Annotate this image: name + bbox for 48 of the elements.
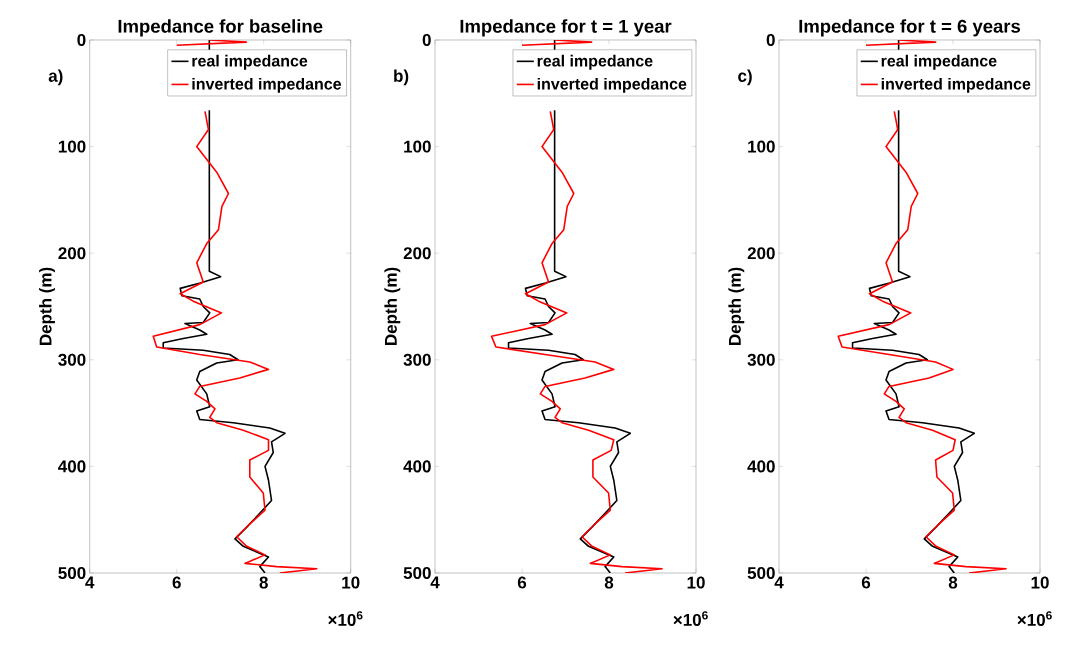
legend-label: real impedance <box>881 54 997 70</box>
text: ×10$^{6}$ <box>328 611 363 626</box>
text: ×10$^{6}$ <box>673 611 708 626</box>
y-tick-label: 200 <box>58 247 86 260</box>
x-tick-label: 8 <box>604 576 614 589</box>
legend-label: inverted impedance <box>881 77 1031 93</box>
x-tick-label: 6 <box>517 576 527 589</box>
x-tick-label: 6 <box>861 576 871 589</box>
y-tick-label: 500 <box>403 566 431 580</box>
y-tick-label: 0 <box>422 33 431 47</box>
chart-title: Impedance for baseline <box>118 19 323 37</box>
text: b) <box>394 69 409 86</box>
y-tick-label: 0 <box>766 33 775 47</box>
y-tick-label: 100 <box>58 140 86 153</box>
x-tick-label: 10 <box>687 576 705 589</box>
legend-label: real impedance <box>192 54 308 70</box>
y-axis-title: Depth (m) <box>384 267 401 346</box>
chart-title: Impedance for t = 6 years <box>799 19 1021 37</box>
y-tick-label: 300 <box>403 353 431 366</box>
x-tick-label: 8 <box>259 576 268 589</box>
y-tick-label: 100 <box>404 140 431 153</box>
y-tick-label: 0 <box>77 33 86 47</box>
y-tick-label: 500 <box>58 566 86 580</box>
x-tick-label: 8 <box>948 576 958 589</box>
text: c) <box>738 69 752 86</box>
x-tick-label: 10 <box>1031 576 1049 589</box>
y-tick-label: 500 <box>747 566 775 580</box>
y-tick-label: 300 <box>747 353 775 366</box>
x-tick-label: 4 <box>774 576 784 589</box>
text: a) <box>48 69 63 86</box>
x-tick-label: 4 <box>430 576 440 589</box>
y-tick-label: 400 <box>403 460 431 473</box>
y-axis-title: Depth (m) <box>728 267 745 346</box>
y-tick-label: 200 <box>403 247 431 260</box>
y-tick-label: 200 <box>747 247 775 260</box>
y-tick-label: 400 <box>747 460 775 473</box>
chart-title: Impedance for t = 1 year <box>460 19 672 37</box>
y-tick-label: 100 <box>748 140 775 153</box>
x-tick-label: 4 <box>85 576 95 589</box>
legend-label: inverted impedance <box>192 77 342 93</box>
legend-label: real impedance <box>537 54 653 70</box>
text: ×10$^{6}$ <box>1017 611 1052 626</box>
legend-label: inverted impedance <box>537 77 687 93</box>
y-tick-label: 400 <box>58 460 86 473</box>
x-tick-label: 6 <box>172 576 181 589</box>
y-axis-title: Depth (m) <box>39 267 55 346</box>
y-tick-label: 300 <box>58 353 86 366</box>
x-tick-label: 10 <box>342 576 360 589</box>
